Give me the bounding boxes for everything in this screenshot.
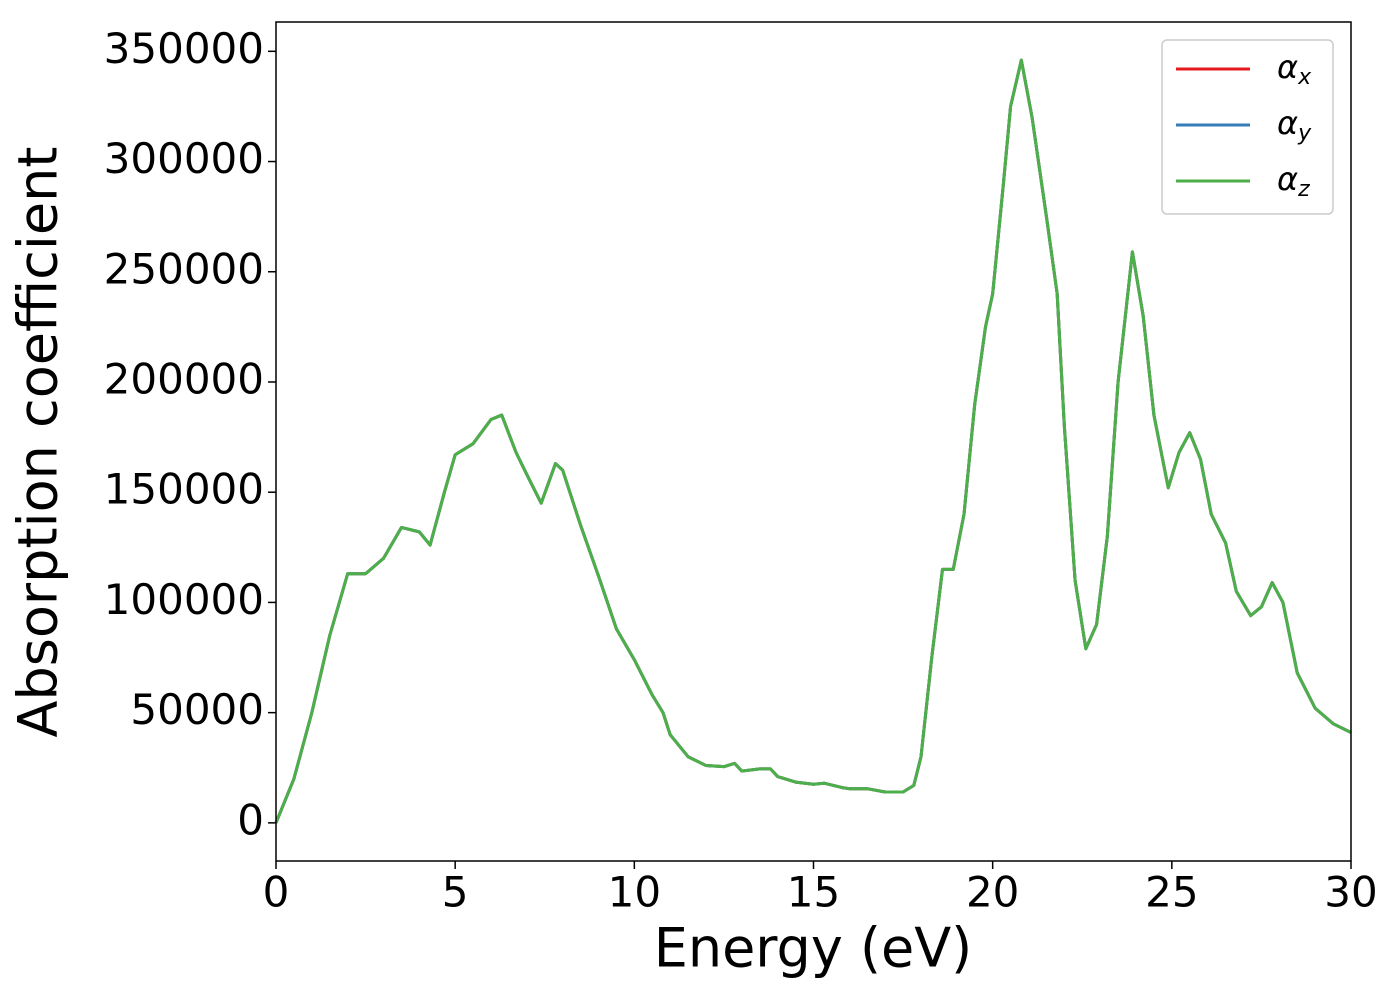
- y-tick-label: 100000: [104, 575, 264, 624]
- x-tick-label: 5: [442, 868, 469, 917]
- x-tick-label: 20: [966, 868, 1019, 917]
- y-tick-label: 250000: [104, 244, 264, 293]
- x-axis-label: Energy (eV): [654, 917, 973, 980]
- plot-frame: [275, 21, 1352, 862]
- x-tick-label: 25: [1145, 868, 1198, 917]
- legend-label: αx: [1277, 48, 1312, 90]
- x-tick-label: 30: [1324, 868, 1377, 917]
- x-tick-label: 10: [608, 868, 661, 917]
- y-tick-label: 150000: [104, 465, 264, 514]
- legend-label: αz: [1277, 160, 1310, 202]
- y-tick-label: 300000: [104, 134, 264, 183]
- y-tick-label: 350000: [104, 24, 264, 73]
- legend-label: αy: [1277, 104, 1312, 146]
- y-axis-label: Absorption coefficient: [7, 147, 70, 738]
- y-tick-label: 50000: [130, 685, 264, 734]
- data-line: [274, 58, 1352, 824]
- x-tick-label: 0: [263, 868, 290, 917]
- y-tick-label: 200000: [104, 354, 264, 403]
- legend-box: [1161, 39, 1334, 215]
- x-tick-label: 15: [787, 868, 840, 917]
- y-tick-label: 0: [237, 795, 264, 844]
